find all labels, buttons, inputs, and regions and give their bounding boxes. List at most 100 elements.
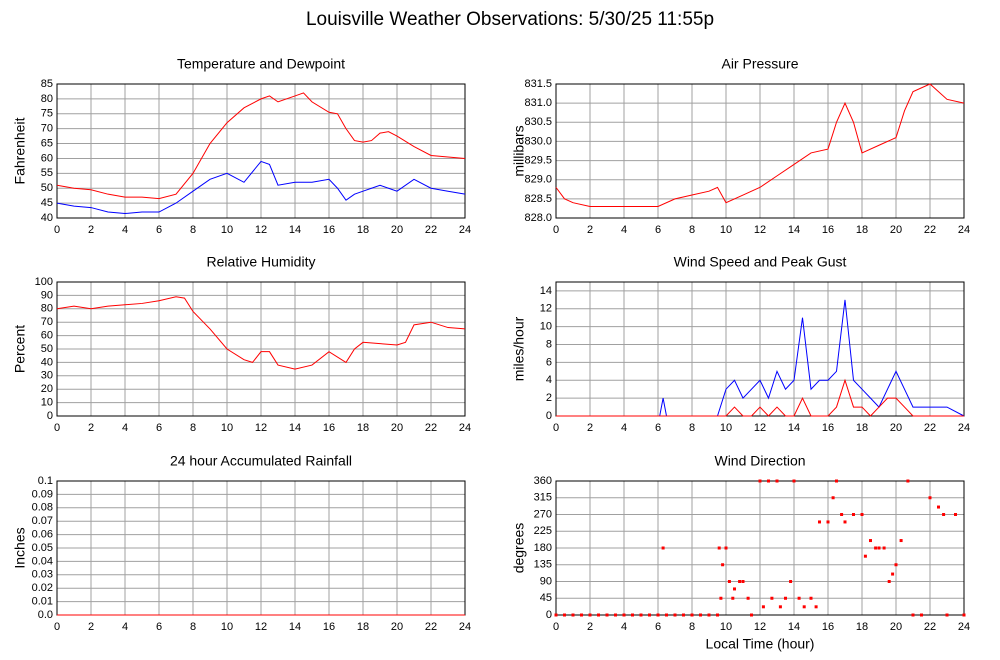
x-tick-label: 16 <box>323 422 335 434</box>
y-tick-label: 0 <box>546 609 552 621</box>
data-point <box>731 596 735 600</box>
plot-frame <box>555 83 965 219</box>
data-line <box>556 378 964 417</box>
x-tick-label: 4 <box>621 621 627 633</box>
data-point <box>797 596 801 600</box>
x-tick-label: 10 <box>720 224 732 236</box>
data-point <box>605 613 609 617</box>
y-tick-label: 40 <box>41 356 53 368</box>
y-tick-label: 828.5 <box>524 193 552 205</box>
x-tick-label: 4 <box>621 224 627 236</box>
y-tick-label: 8 <box>546 338 552 350</box>
x-tick-label: 14 <box>289 224 301 236</box>
data-point <box>809 596 813 600</box>
y-tick-label: 30 <box>41 370 53 382</box>
x-tick-label: 12 <box>255 621 267 633</box>
x-tick-label: 8 <box>689 621 695 633</box>
data-point <box>860 513 864 516</box>
x-tick-label: 8 <box>190 224 196 236</box>
data-point <box>894 563 898 567</box>
subplot-title: Temperature and Dewpoint <box>177 56 345 72</box>
x-tick-label: 22 <box>425 224 437 236</box>
data-point <box>784 596 787 600</box>
data-point <box>721 563 725 567</box>
x-tick-label: 14 <box>289 621 301 633</box>
y-tick-label: 50 <box>41 182 53 194</box>
data-point <box>563 613 566 617</box>
y-tick-label: 60 <box>41 152 53 164</box>
x-tick-label: 0 <box>54 621 60 633</box>
y-tick-label: 0.05 <box>32 542 53 554</box>
x-tick-label: 24 <box>958 422 970 434</box>
x-tick-label: 10 <box>221 224 233 236</box>
y-tick-label: 4 <box>546 374 552 386</box>
data-point <box>906 479 910 483</box>
data-point <box>891 572 895 576</box>
data-point <box>802 605 806 609</box>
y-tick-label: 80 <box>41 93 53 105</box>
x-tick-label: 24 <box>459 621 471 633</box>
data-point <box>690 613 694 617</box>
x-tick-label: 16 <box>822 422 834 434</box>
y-tick-label: 90 <box>540 575 552 587</box>
x-tick-label: 0 <box>553 422 559 434</box>
y-tick-label: 45 <box>41 197 53 209</box>
data-point <box>639 613 643 617</box>
data-point <box>727 580 731 583</box>
data-point <box>738 580 742 583</box>
data-point <box>814 605 818 609</box>
data-point <box>741 580 745 583</box>
x-tick-label: 8 <box>190 621 196 633</box>
x-tick-label: 12 <box>754 621 766 633</box>
data-point <box>831 496 835 500</box>
x-tick-label: 22 <box>924 224 936 236</box>
x-tick-label: 22 <box>425 621 437 633</box>
data-point <box>758 479 762 483</box>
data-point <box>648 613 651 617</box>
data-point <box>614 613 617 617</box>
data-point <box>661 546 665 550</box>
y-tick-label: 0.06 <box>32 529 53 541</box>
y-tick-label: 55 <box>41 167 53 179</box>
x-tick-label: 4 <box>122 224 128 236</box>
data-point <box>792 479 796 483</box>
data-point <box>571 613 575 617</box>
data-point <box>597 613 600 617</box>
y-tick-label: 831.0 <box>524 97 552 109</box>
data-point <box>882 546 886 550</box>
x-tick-label: 2 <box>88 422 94 434</box>
data-point <box>778 605 782 609</box>
data-point <box>954 513 957 516</box>
y-tick-label: 12 <box>540 303 552 315</box>
y-axis-label: Percent <box>12 325 28 373</box>
data-point <box>835 479 838 483</box>
x-tick-label: 12 <box>754 224 766 236</box>
y-tick-label: 270 <box>534 508 552 520</box>
y-axis-label: millibars <box>511 125 527 176</box>
data-point <box>962 613 966 617</box>
x-tick-label: 10 <box>221 621 233 633</box>
x-tick-label: 18 <box>856 621 868 633</box>
y-tick-label: 40 <box>41 212 53 224</box>
data-point <box>673 613 677 617</box>
data-point <box>843 520 847 524</box>
y-tick-label: 135 <box>534 559 552 571</box>
y-tick-label: 100 <box>35 276 53 288</box>
y-tick-label: 0.01 <box>32 596 53 608</box>
x-tick-label: 18 <box>856 224 868 236</box>
x-tick-label: 24 <box>958 224 970 236</box>
x-tick-label: 8 <box>190 422 196 434</box>
y-tick-label: 0.09 <box>32 488 53 500</box>
data-line <box>56 160 466 215</box>
y-axis-label: miles/hour <box>511 316 527 381</box>
x-tick-label: 22 <box>924 422 936 434</box>
plot-frame <box>56 281 466 417</box>
x-tick-label: 6 <box>156 224 162 236</box>
x-tick-label: 20 <box>391 621 403 633</box>
x-tick-label: 14 <box>788 621 800 633</box>
x-tick-label: 10 <box>720 621 732 633</box>
y-tick-label: 20 <box>41 383 53 395</box>
x-tick-label: 24 <box>459 422 471 434</box>
y-tick-label: 828.0 <box>524 212 552 224</box>
